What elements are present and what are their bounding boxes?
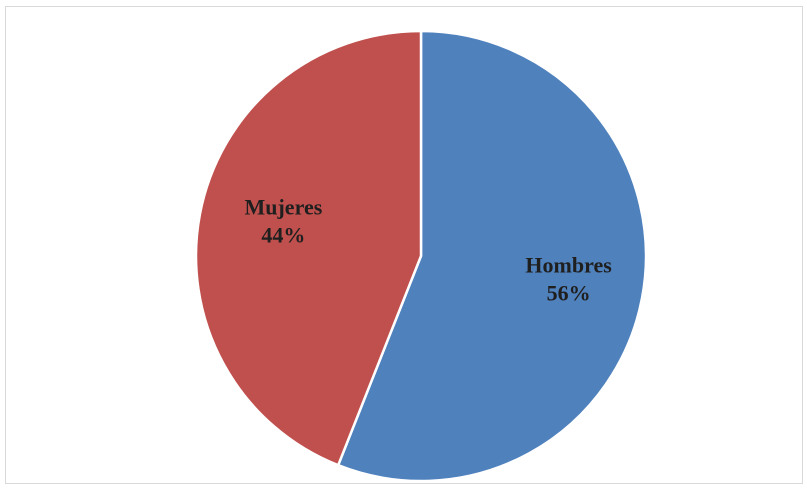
slice-percent-hombres: 56% [547, 280, 591, 305]
pie-slice-mujeres [194, 29, 423, 467]
slice-percent-mujeres: 44% [261, 223, 305, 248]
pie-slice-hombres [336, 29, 648, 483]
slice-label-mujeres: Mujeres 44% [244, 195, 322, 248]
slice-label-hombres: Hombres 56% [525, 252, 612, 305]
slice-name-hombres: Hombres [525, 252, 612, 277]
slice-name-mujeres: Mujeres [244, 195, 322, 220]
